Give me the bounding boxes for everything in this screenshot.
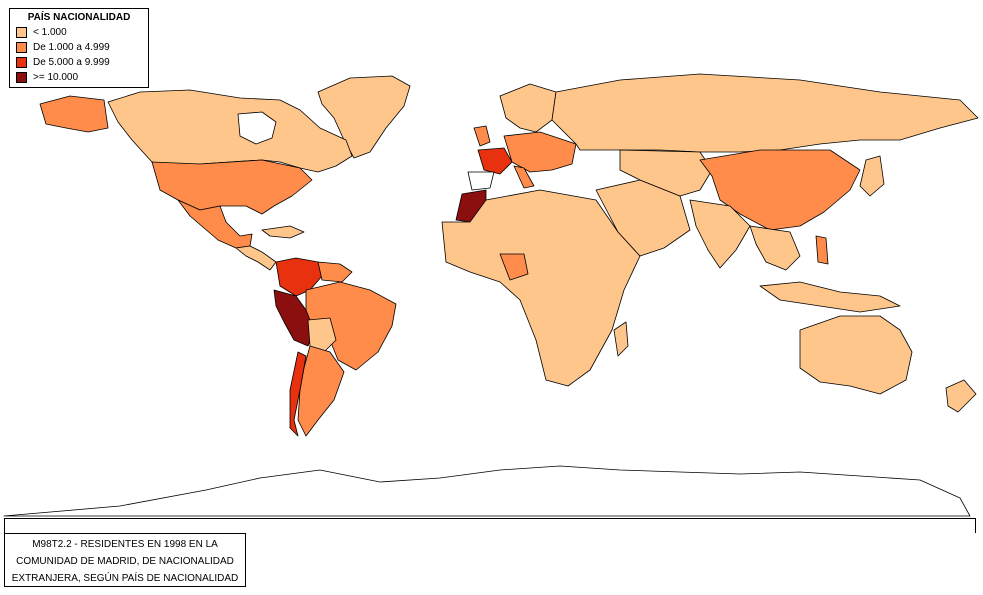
- region-bolivia: [307, 317, 337, 353]
- region-spain: [467, 171, 495, 191]
- map-frame: [4, 518, 976, 533]
- region-nigeria: [499, 253, 529, 281]
- legend-item-top: >= 10.000: [16, 70, 142, 85]
- region-central-america: [235, 245, 277, 271]
- region-colombia: [275, 257, 323, 297]
- region-china: [699, 149, 861, 231]
- region-madagascar: [613, 321, 629, 357]
- region-new-zealand: [945, 379, 977, 413]
- region-italy: [513, 165, 535, 189]
- caption-line-3: EXTRANJERA, SEGÚN PAÍS DE NACIONALIDAD: [11, 573, 239, 584]
- legend-swatch-high: [16, 57, 27, 68]
- legend-item-high: De 5.000 a 9.999: [16, 55, 142, 70]
- legend-label-mid: De 1.000 a 4.999: [33, 42, 110, 53]
- region-russia: [551, 73, 979, 153]
- region-india: [689, 199, 751, 269]
- legend-title: PAÍS NACIONALIDAD: [27, 12, 131, 23]
- region-uk: [473, 125, 491, 147]
- region-canada: [107, 89, 353, 173]
- region-japan: [859, 155, 885, 197]
- caption-line-2: COMUNIDAD DE MADRID, DE NACIONALIDAD: [16, 556, 234, 567]
- region-scandinavia: [499, 83, 557, 133]
- region-antarctica: [3, 465, 971, 517]
- legend-label-top: >= 10.000: [33, 72, 79, 83]
- legend-item-low: < 1.000: [16, 25, 142, 40]
- region-southeast-asia: [749, 225, 801, 271]
- region-indonesia: [759, 281, 901, 313]
- legend: PAÍS NACIONALIDAD < 1.000 De 1.000 a 4.9…: [9, 8, 149, 88]
- legend-item-mid: De 1.000 a 4.999: [16, 40, 142, 55]
- region-philippines: [815, 235, 829, 265]
- region-chile: [289, 351, 307, 437]
- region-central-europe: [503, 131, 577, 173]
- region-caribbean: [261, 225, 305, 239]
- region-australia: [799, 315, 913, 395]
- region-greenland: [317, 75, 411, 159]
- region-france: [477, 147, 513, 175]
- region-alaska: [39, 95, 109, 133]
- region-central-asia: [619, 149, 713, 197]
- region-peru: [273, 289, 315, 347]
- map-caption: M98T2.2 - RESIDENTES EN 1998 EN LA COMUN…: [4, 533, 246, 587]
- region-hudson-bay: [237, 111, 277, 145]
- region-united-states: [151, 159, 313, 215]
- region-venezuela: [317, 261, 353, 283]
- legend-label-low: < 1.000: [33, 27, 67, 38]
- region-africa: [441, 189, 641, 387]
- legend-swatch-top: [16, 72, 27, 83]
- legend-swatch-mid: [16, 42, 27, 53]
- legend-swatch-low: [16, 27, 27, 38]
- legend-label-high: De 5.000 a 9.999: [33, 57, 110, 68]
- caption-line-1: M98T2.2 - RESIDENTES EN 1998 EN LA: [32, 539, 218, 550]
- region-mexico: [177, 199, 253, 249]
